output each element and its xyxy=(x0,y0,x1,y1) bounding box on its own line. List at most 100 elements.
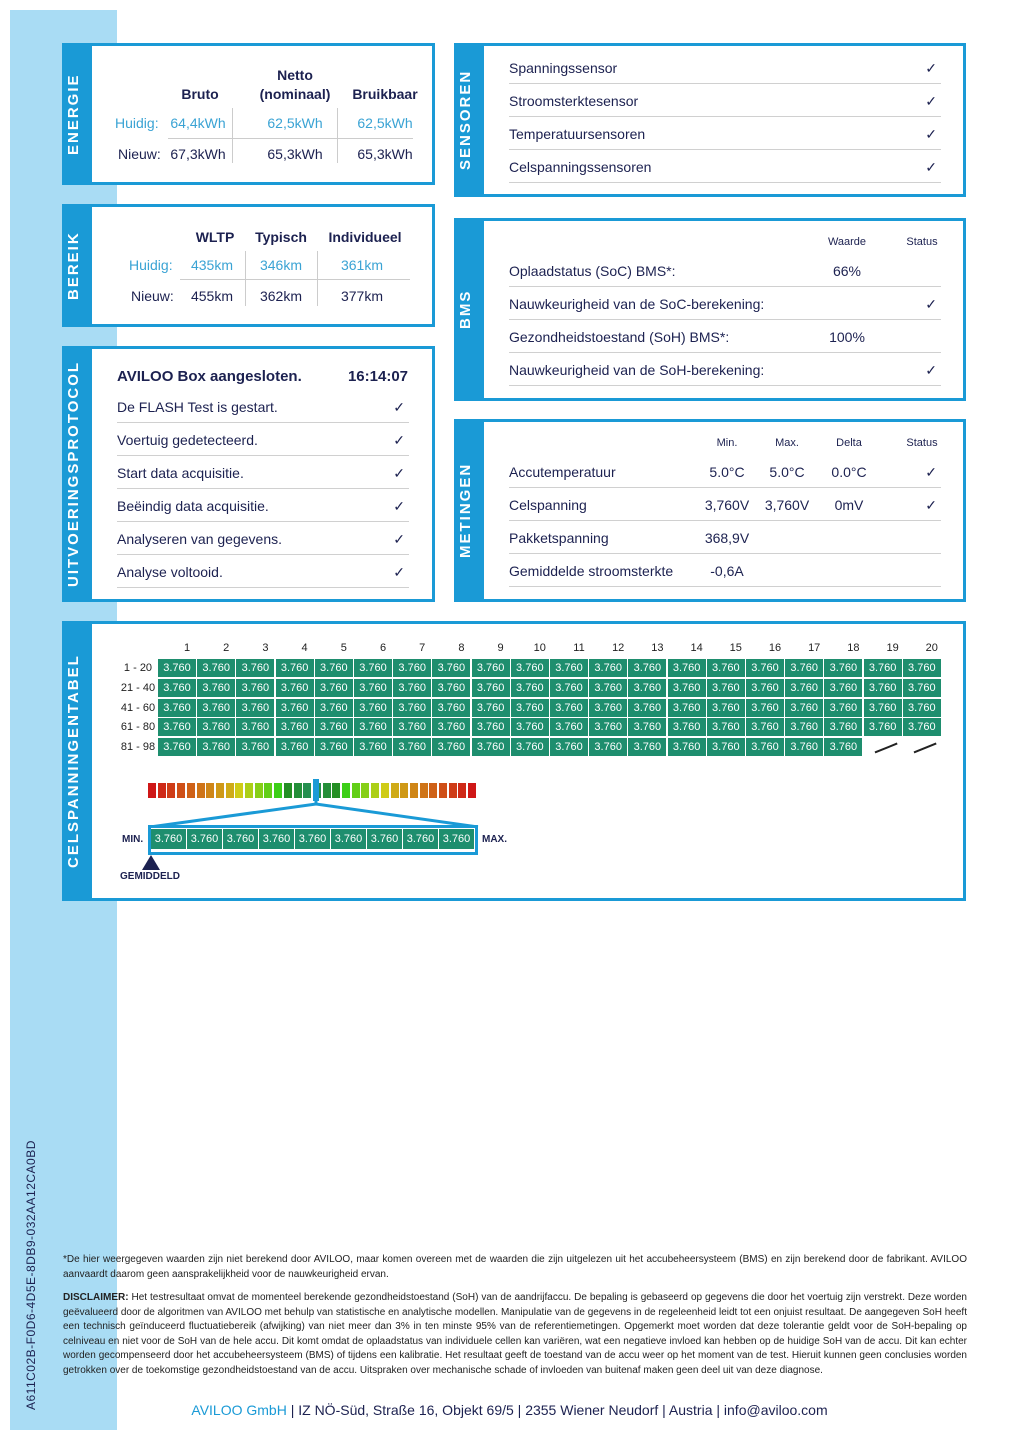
bereik-panel: BEREIK WLTP Typisch Individueel Huidig: … xyxy=(62,204,435,327)
bereik-huidig-label: Huidig: xyxy=(129,257,173,273)
cell-voltage: 3.760 xyxy=(902,678,941,697)
sensor-label: Temperatuursensoren xyxy=(509,126,646,142)
gradient-block xyxy=(419,783,428,798)
cell-voltage: 3.760 xyxy=(471,718,510,737)
sensor-item: Stroomsterktesensor ✓ xyxy=(509,93,941,117)
bms-label: Nauwkeurigheid van de SoC-berekening: xyxy=(509,296,765,312)
row-label: 1 - 20 xyxy=(123,662,153,674)
cell-voltage: 3.760 xyxy=(510,718,549,737)
column-number: 14 xyxy=(690,642,703,654)
protocol-step-label: Beëindig data acquisitie. xyxy=(117,498,269,514)
cell-voltage: 3.760 xyxy=(550,718,588,737)
cell-voltage: 3.760 xyxy=(158,678,196,697)
protocol-step: Beëindig data acquisitie. ✓ xyxy=(117,498,409,522)
cell-voltage: 3.760 xyxy=(432,738,471,757)
cell-voltage: 3.760 xyxy=(667,738,706,757)
cell-voltage: 3.760 xyxy=(863,698,902,717)
cell-voltage: 3.760 xyxy=(746,718,784,737)
gradient-block xyxy=(439,783,447,798)
zoom-cell-voltage: 3.760 xyxy=(259,829,294,849)
cell-voltage: 3.760 xyxy=(589,718,628,737)
cell-voltage: 3.760 xyxy=(197,698,236,717)
cell-voltage: 3.760 xyxy=(902,698,941,717)
energie-huidig-netto: 62,5kWh xyxy=(267,115,323,131)
zoom-cell-voltage: 3.760 xyxy=(187,829,222,849)
zoom-cell-voltage: 3.760 xyxy=(295,829,330,849)
metingen-label: Pakketspanning xyxy=(509,530,609,546)
protocol-step-label: Analyse voltooid. xyxy=(117,564,223,580)
cell-voltage: 3.760 xyxy=(510,659,549,677)
gradient-block xyxy=(245,783,253,798)
cell-voltage: 3.760 xyxy=(550,678,588,697)
cell-voltage: 3.760 xyxy=(746,678,784,697)
metingen-col-delta: Delta xyxy=(836,437,862,449)
protocol-step-label: Voertuig gedetecteerd. xyxy=(117,432,258,448)
bms-row: Nauwkeurigheid van de SoH-berekening: ✓ xyxy=(509,362,941,386)
cell-voltage: 3.760 xyxy=(863,718,902,737)
cell-voltage: 3.760 xyxy=(158,698,196,717)
checkmark-icon: ✓ xyxy=(925,60,937,76)
gradient-block xyxy=(283,783,292,798)
max-label: MAX. xyxy=(482,834,507,845)
gradient-block xyxy=(380,783,389,798)
bms-row: Nauwkeurigheid van de SoC-berekening: ✓ xyxy=(509,296,941,320)
column-number: 20 xyxy=(925,642,938,654)
cell-voltage: 3.760 xyxy=(236,738,275,757)
column-number: 4 xyxy=(301,642,308,654)
gradient-block xyxy=(303,783,312,798)
cell-voltage: 3.760 xyxy=(824,698,863,717)
disclaimer: DISCLAIMER: Het testresultaat omvat de m… xyxy=(63,1291,967,1378)
cell-voltage: 3.760 xyxy=(354,698,392,717)
bms-col-status: Status xyxy=(906,236,938,248)
cell-voltage: 3.760 xyxy=(824,718,863,737)
cell-voltage: 3.760 xyxy=(589,698,628,717)
cell-voltage: 3.760 xyxy=(550,659,588,677)
cell-voltage: 3.760 xyxy=(158,718,196,737)
cell-voltage: 3.760 xyxy=(863,678,902,697)
checkmark-icon: ✓ xyxy=(393,432,405,448)
cell-voltage: 3.760 xyxy=(667,698,706,717)
checkmark-icon: ✓ xyxy=(925,159,937,175)
column-number: 18 xyxy=(847,642,860,654)
metingen-col-status: Status xyxy=(906,437,938,449)
cell-voltage: 3.760 xyxy=(471,698,510,717)
gradient-block xyxy=(225,783,234,798)
sensor-label: Celspanningssensoren xyxy=(509,159,652,175)
cell-voltage: 3.760 xyxy=(314,698,353,717)
bereik-huidig-typisch: 346km xyxy=(259,257,303,273)
cell-voltage: 3.760 xyxy=(706,678,745,697)
cell-voltage: 3.760 xyxy=(197,738,236,757)
checkmark-icon: ✓ xyxy=(925,362,937,378)
cell-voltage: 3.760 xyxy=(550,698,588,717)
column-number: 9 xyxy=(497,642,504,654)
zoom-cell-voltage: 3.760 xyxy=(151,829,186,849)
triangle-up-icon xyxy=(142,855,160,870)
bms-panel: BMS Waarde Status Oplaadstatus (SoC) BMS… xyxy=(454,218,966,401)
cell-voltage: 3.760 xyxy=(785,738,824,757)
gradient-block xyxy=(148,783,156,798)
checkmark-icon: ✓ xyxy=(393,465,405,481)
cell-voltage: 3.760 xyxy=(589,738,628,757)
gradient-block xyxy=(235,783,244,798)
cell-voltage: 3.760 xyxy=(628,659,667,677)
column-number: 12 xyxy=(612,642,625,654)
checkmark-icon: ✓ xyxy=(925,126,937,142)
cell-voltage: 3.760 xyxy=(824,659,863,677)
metingen-row: Gemiddelde stroomsterkte -0,6A xyxy=(509,563,941,587)
cell-voltage: 3.760 xyxy=(510,738,549,757)
energie-nieuw-netto: 65,3kWh xyxy=(267,146,323,162)
bms-value: 100% xyxy=(829,329,865,345)
protocol-heading: AVILOO Box aangesloten. xyxy=(117,368,302,385)
footer-company: AVILOO GmbH xyxy=(191,1402,287,1418)
cell-voltage: 3.760 xyxy=(314,718,353,737)
metingen-max: 3,760V xyxy=(764,497,810,513)
col-netto-1: Netto xyxy=(277,67,313,83)
bereik-nieuw-typisch: 362km xyxy=(259,288,303,304)
column-number: 19 xyxy=(886,642,899,654)
gradient-marker xyxy=(313,779,319,801)
gradient-block xyxy=(448,783,457,798)
metingen-min: 3,760V xyxy=(704,497,750,513)
column-number: 16 xyxy=(768,642,782,654)
checkmark-icon: ✓ xyxy=(925,296,937,312)
cell-voltage: 3.760 xyxy=(275,718,314,737)
